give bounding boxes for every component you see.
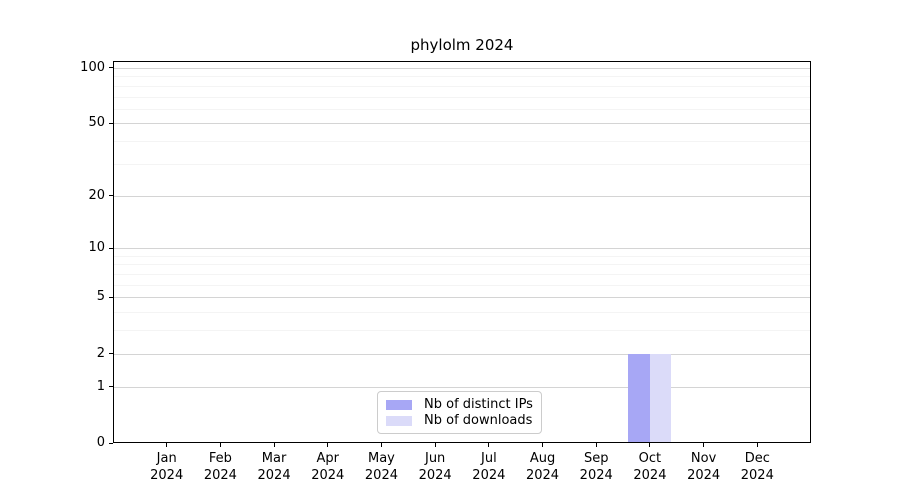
gridline-major [114, 353, 810, 355]
gridline-minor [114, 141, 810, 143]
y-tick [109, 122, 113, 124]
x-tick-label: Feb 2024 [180, 450, 260, 484]
y-tick-label: 10 [88, 240, 105, 256]
gridline-minor [114, 284, 810, 286]
legend-label: Nb of downloads [424, 413, 533, 428]
x-tick-year: 2024 [687, 468, 721, 483]
legend-swatch [386, 399, 412, 410]
y-tick [109, 247, 113, 249]
y-tick [109, 296, 113, 298]
x-tick-year: 2024 [311, 468, 345, 483]
plot-area [113, 61, 811, 443]
x-tick-month: May [368, 451, 395, 466]
legend: Nb of distinct IPs Nb of downloads [377, 391, 542, 434]
x-tick-label: Jan 2024 [127, 450, 207, 484]
x-tick [488, 443, 490, 447]
chart-title: phylolm 2024 [410, 36, 514, 54]
gridline-minor [114, 76, 810, 78]
x-tick-year: 2024 [150, 468, 184, 483]
x-tick-year: 2024 [633, 468, 667, 483]
x-tick-year: 2024 [472, 468, 506, 483]
bar-downloads [649, 353, 672, 442]
y-tick [109, 195, 113, 197]
gridline-minor [114, 274, 810, 275]
x-tick-month: Nov [690, 451, 717, 466]
bar-distinct-ips [628, 353, 650, 442]
gridline-major [114, 195, 810, 197]
y-tick-label: 2 [96, 345, 105, 361]
x-tick-label: Nov 2024 [664, 450, 744, 484]
x-tick-label: Jun 2024 [395, 450, 475, 484]
y-tick [109, 386, 113, 388]
legend-swatch [386, 415, 412, 426]
legend-row: Nb of distinct IPs [386, 397, 541, 412]
x-tick-month: Oct [638, 451, 662, 466]
x-tick [166, 443, 168, 447]
x-tick-year: 2024 [579, 468, 613, 483]
x-tick-month: Mar [261, 451, 287, 466]
y-tick [109, 442, 113, 444]
gridline-minor [114, 96, 810, 98]
x-tick-month: Feb [208, 451, 232, 466]
gridline-minor [114, 255, 810, 257]
gridline-minor [114, 108, 810, 110]
x-tick-label: Aug 2024 [503, 450, 583, 484]
x-tick-label: Jul 2024 [449, 450, 529, 484]
x-tick [380, 443, 382, 447]
x-tick [703, 443, 705, 447]
y-tick-label: 0 [96, 435, 105, 450]
gridline-major [114, 123, 810, 125]
x-tick-year: 2024 [203, 468, 237, 483]
y-tick [109, 353, 113, 355]
gridline-major [114, 297, 810, 299]
legend-label: Nb of distinct IPs [424, 397, 533, 412]
x-tick-month: Aug [529, 451, 556, 466]
x-tick-month: Jul [481, 451, 497, 466]
gridline-minor [114, 312, 810, 314]
x-tick [327, 443, 329, 447]
y-tick-label: 5 [96, 289, 105, 305]
gridline-minor [114, 264, 810, 266]
x-tick [649, 443, 651, 447]
y-tick-label: 20 [88, 187, 105, 203]
y-tick-label: 100 [80, 59, 105, 75]
x-tick-label: Apr 2024 [288, 450, 368, 484]
x-tick [542, 443, 544, 447]
x-tick-month: Dec [744, 451, 770, 466]
x-tick-year: 2024 [740, 468, 774, 483]
gridline-minor [114, 330, 810, 332]
x-tick [273, 443, 275, 447]
x-tick-year: 2024 [418, 468, 452, 483]
y-tick-label: 1 [96, 378, 105, 394]
x-tick-label: Oct 2024 [610, 450, 690, 484]
gridline-major [114, 67, 810, 69]
x-tick [756, 443, 758, 447]
x-tick-year: 2024 [525, 468, 560, 483]
gridline-minor [114, 163, 810, 165]
x-tick-label: Dec 2024 [717, 450, 797, 484]
x-tick-year: 2024 [364, 468, 398, 483]
x-tick-label: Sep 2024 [556, 450, 636, 484]
y-tick-label: 50 [88, 115, 105, 131]
x-tick-label: May 2024 [341, 450, 421, 484]
x-tick-year: 2024 [257, 468, 291, 483]
y-tick [109, 67, 113, 69]
x-tick [219, 443, 221, 447]
x-tick [434, 443, 436, 447]
x-tick-month: Jun [424, 451, 446, 466]
x-tick-month: Apr [316, 451, 340, 466]
legend-row: Nb of downloads [386, 413, 541, 428]
gridline-minor [114, 85, 810, 87]
gridline-major [114, 386, 810, 388]
x-tick [595, 443, 597, 447]
x-tick-month: Jan [156, 451, 177, 466]
x-tick-month: Sep [583, 451, 609, 466]
x-tick-label: Mar 2024 [234, 450, 314, 484]
gridline-major [114, 248, 810, 250]
